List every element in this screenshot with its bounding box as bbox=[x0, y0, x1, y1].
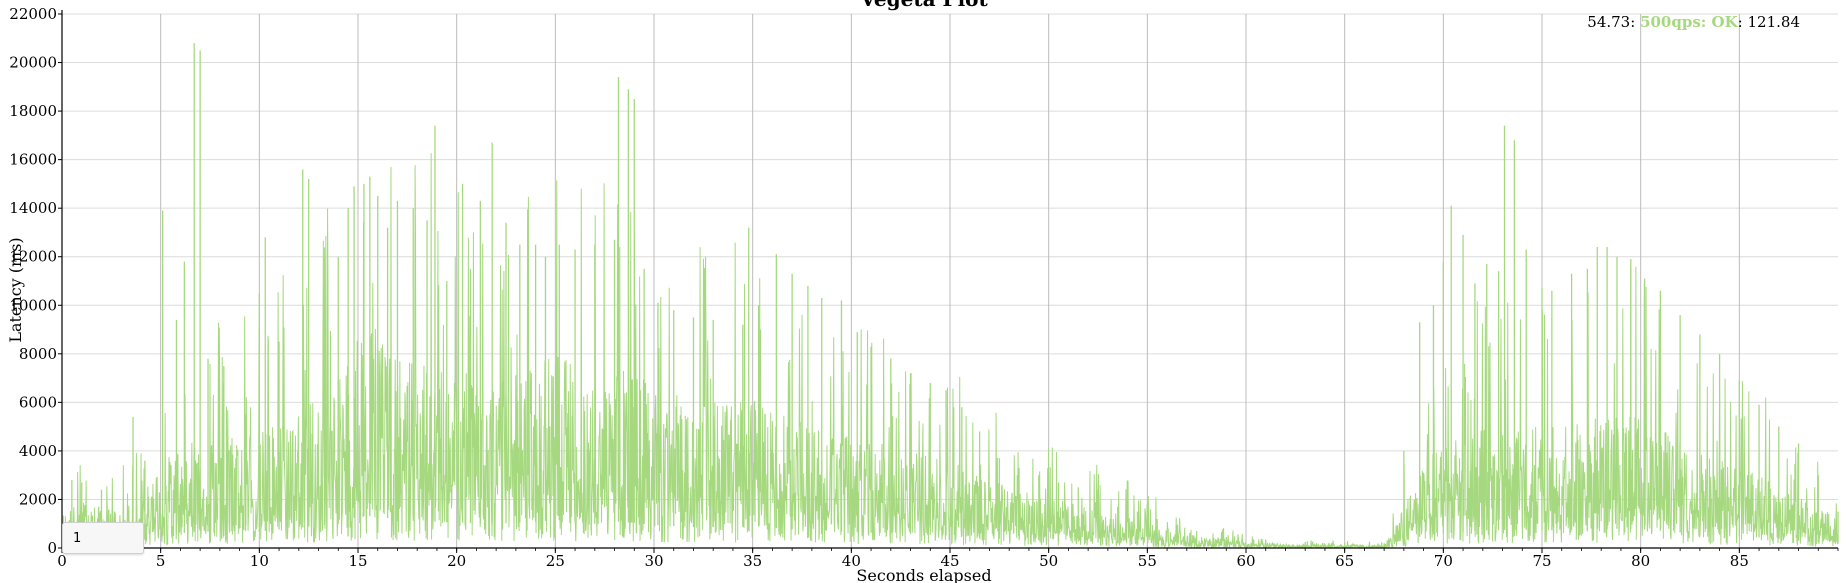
y-tick-label: 18000 bbox=[9, 102, 57, 120]
y-axis-title: Latency (ms) bbox=[6, 237, 25, 342]
y-tick-label: 20000 bbox=[9, 54, 57, 72]
y-tick-label: 16000 bbox=[9, 151, 57, 169]
y-tick-label: 10000 bbox=[9, 296, 57, 314]
series-layer bbox=[61, 43, 1839, 550]
x-tick-label: 75 bbox=[1532, 552, 1551, 570]
legend-y-value: 121.84 bbox=[1747, 13, 1801, 31]
legend-x-value: 54.73 bbox=[1587, 13, 1631, 31]
y-tick-label: 6000 bbox=[19, 393, 57, 411]
x-tick-label: 20 bbox=[447, 552, 466, 570]
x-tick-label: 30 bbox=[644, 552, 663, 570]
x-tick-label: 65 bbox=[1335, 552, 1354, 570]
y-tick-label: 4000 bbox=[19, 442, 57, 460]
x-tick-label: 35 bbox=[743, 552, 762, 570]
x-tick-label: 85 bbox=[1730, 552, 1749, 570]
y-tick-label: 22000 bbox=[9, 5, 57, 23]
legend-series-label: 500qps: OK bbox=[1640, 13, 1738, 31]
x-tick-label: 25 bbox=[546, 552, 565, 570]
x-tick-label: 45 bbox=[940, 552, 959, 570]
y-tick-label: 12000 bbox=[9, 248, 57, 266]
y-tick-label: 8000 bbox=[19, 345, 57, 363]
y-tick-label: 2000 bbox=[19, 490, 57, 508]
x-tick-label: 10 bbox=[250, 552, 269, 570]
x-axis-title: Seconds elapsed bbox=[856, 566, 991, 583]
x-tick-label: 55 bbox=[1138, 552, 1157, 570]
legend-separator: : bbox=[1737, 13, 1748, 31]
range-selector-input[interactable]: 1 bbox=[62, 522, 144, 554]
x-tick-label: 0 bbox=[57, 552, 67, 570]
legend-separator: : bbox=[1630, 13, 1641, 31]
chart-title: Vegeta Plot bbox=[859, 0, 988, 11]
legend: 54.73: 500qps: OK: 121.84 bbox=[1587, 13, 1800, 31]
tick-labels: 0200040006000800010000120001400016000180… bbox=[9, 5, 1749, 570]
x-tick-label: 70 bbox=[1434, 552, 1453, 570]
axes bbox=[58, 10, 1839, 553]
x-tick-label: 15 bbox=[348, 552, 367, 570]
x-tick-label: 60 bbox=[1236, 552, 1255, 570]
x-tick-label: 80 bbox=[1631, 552, 1650, 570]
x-tick-label: 50 bbox=[1039, 552, 1058, 570]
x-tick-label: 5 bbox=[156, 552, 166, 570]
y-tick-label: 0 bbox=[47, 539, 57, 557]
series-line-0 bbox=[61, 153, 1839, 550]
x-tick-label: 40 bbox=[842, 552, 861, 570]
y-tick-label: 14000 bbox=[9, 199, 57, 217]
